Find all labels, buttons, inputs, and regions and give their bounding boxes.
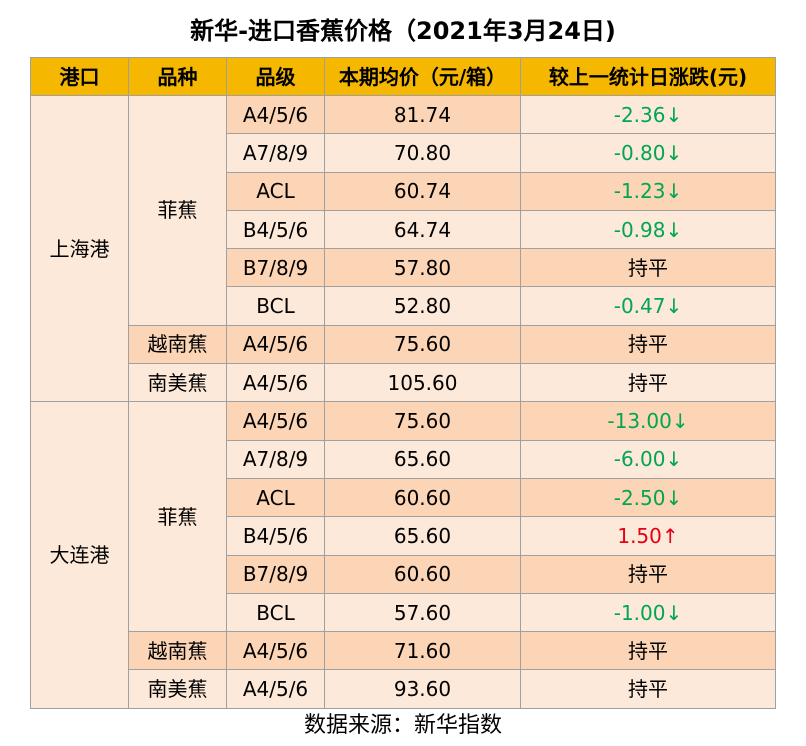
grade-cell: B7/8/9 [226,248,325,288]
grade-cell: B4/5/6 [226,209,325,250]
price-cell: 93.60 [324,669,521,709]
price-cell: 57.80 [324,248,521,288]
port-cell: 上海港 [30,94,129,403]
table-row: A7/8/9 70.80 -0.80↓ [31,133,776,173]
grade-cell: BCL [226,592,325,633]
table-row: 南美蕉 A4/5/6 93.60 持平 [31,669,776,709]
table-row: B7/8/9 60.60 持平 [31,554,776,594]
price-cell: 60.74 [324,171,521,211]
change-cell: -2.36↓ [520,94,776,135]
price-table: 港口 品种 品级 本期均价（元/箱） 较上一统计日涨跌(元) 上海港 菲蕉 A4… [30,57,776,709]
grade-cell: A4/5/6 [226,324,325,365]
change-cell: -0.47↓ [520,286,776,326]
grade-cell: ACL [226,477,325,518]
grade-cell: A4/5/6 [226,94,325,135]
table-row: 南美蕉 A4/5/6 105.60 持平 [31,363,776,403]
price-cell: 81.74 [324,94,521,135]
port-cell: 大连港 [30,401,129,709]
price-cell: 64.74 [324,209,521,250]
change-cell: 持平 [520,324,776,365]
change-cell: -2.50↓ [520,477,776,518]
table-row: B4/5/6 65.60 1.50↑ [31,516,776,556]
price-cell: 52.80 [324,286,521,326]
table-row: 越南蕉 A4/5/6 75.60 持平 [31,324,776,365]
variety-cell: 南美蕉 [128,363,227,403]
price-cell: 60.60 [324,554,521,594]
header-variety: 品种 [128,57,227,96]
header-grade: 品级 [226,57,325,96]
table-row: ACL 60.60 -2.50↓ [31,477,776,518]
grade-cell: BCL [226,286,325,326]
grade-cell: A7/8/9 [226,133,325,173]
table-row: 上海港 菲蕉 A4/5/6 81.74 -2.36↓ [30,94,776,403]
price-cell: 105.60 [324,363,521,403]
change-cell: -0.98↓ [520,209,776,250]
grade-cell: A4/5/6 [226,401,325,441]
table-row: B4/5/6 64.74 -0.98↓ [31,209,776,250]
table-row: ACL 60.74 -1.23↓ [31,171,776,211]
change-cell: 持平 [520,248,776,288]
header-price: 本期均价（元/箱） [324,57,521,96]
variety-cell: 越南蕉 [128,631,227,671]
table-row: 大连港 菲蕉 A4/5/6 75.60 -13.00↓ [30,401,776,709]
table-row: 越南蕉 A4/5/6 71.60 持平 [31,631,776,671]
table-row: BCL 57.60 -1.00↓ [31,592,776,633]
price-cell: 60.60 [324,477,521,518]
price-cell: 70.80 [324,133,521,173]
change-cell: -1.00↓ [520,592,776,633]
grade-cell: A4/5/6 [226,363,325,403]
table-row: A7/8/9 65.60 -6.00↓ [31,439,776,479]
grade-cell: B4/5/6 [226,516,325,556]
change-cell: 持平 [520,669,776,709]
change-cell: -0.80↓ [520,133,776,173]
price-cell: 71.60 [324,631,521,671]
change-cell: 1.50↑ [520,516,776,556]
change-cell: -6.00↓ [520,439,776,479]
page-title: 新华-进口香蕉价格（2021年3月24日) [190,17,616,45]
grade-cell: A7/8/9 [226,439,325,479]
price-cell: 57.60 [324,592,521,633]
variety-cell: 南美蕉 [128,669,227,709]
variety-cell: 菲蕉 [128,95,227,326]
change-cell: 持平 [520,631,776,671]
price-cell: 65.60 [324,516,521,556]
grade-cell: B7/8/9 [226,554,325,594]
header-port: 港口 [30,57,129,96]
table-row: B7/8/9 57.80 持平 [31,248,776,288]
variety-cell: 越南蕉 [128,324,227,365]
grade-cell: ACL [226,171,325,211]
change-cell: 持平 [520,554,776,594]
grade-cell: A4/5/6 [226,669,325,709]
table-header-row: 港口 品种 品级 本期均价（元/箱） 较上一统计日涨跌(元) [30,57,776,96]
change-cell: -13.00↓ [520,401,776,441]
table-row: BCL 52.80 -0.47↓ [31,286,776,326]
price-cell: 75.60 [324,324,521,365]
header-change: 较上一统计日涨跌(元) [520,57,776,96]
grade-cell: A4/5/6 [226,631,325,671]
change-cell: -1.23↓ [520,171,776,211]
price-cell: 65.60 [324,439,521,479]
variety-cell: 菲蕉 [128,401,227,633]
change-cell: 持平 [520,363,776,403]
price-cell: 75.60 [324,401,521,441]
data-source-note: 数据来源：新华指数 [303,713,502,738]
